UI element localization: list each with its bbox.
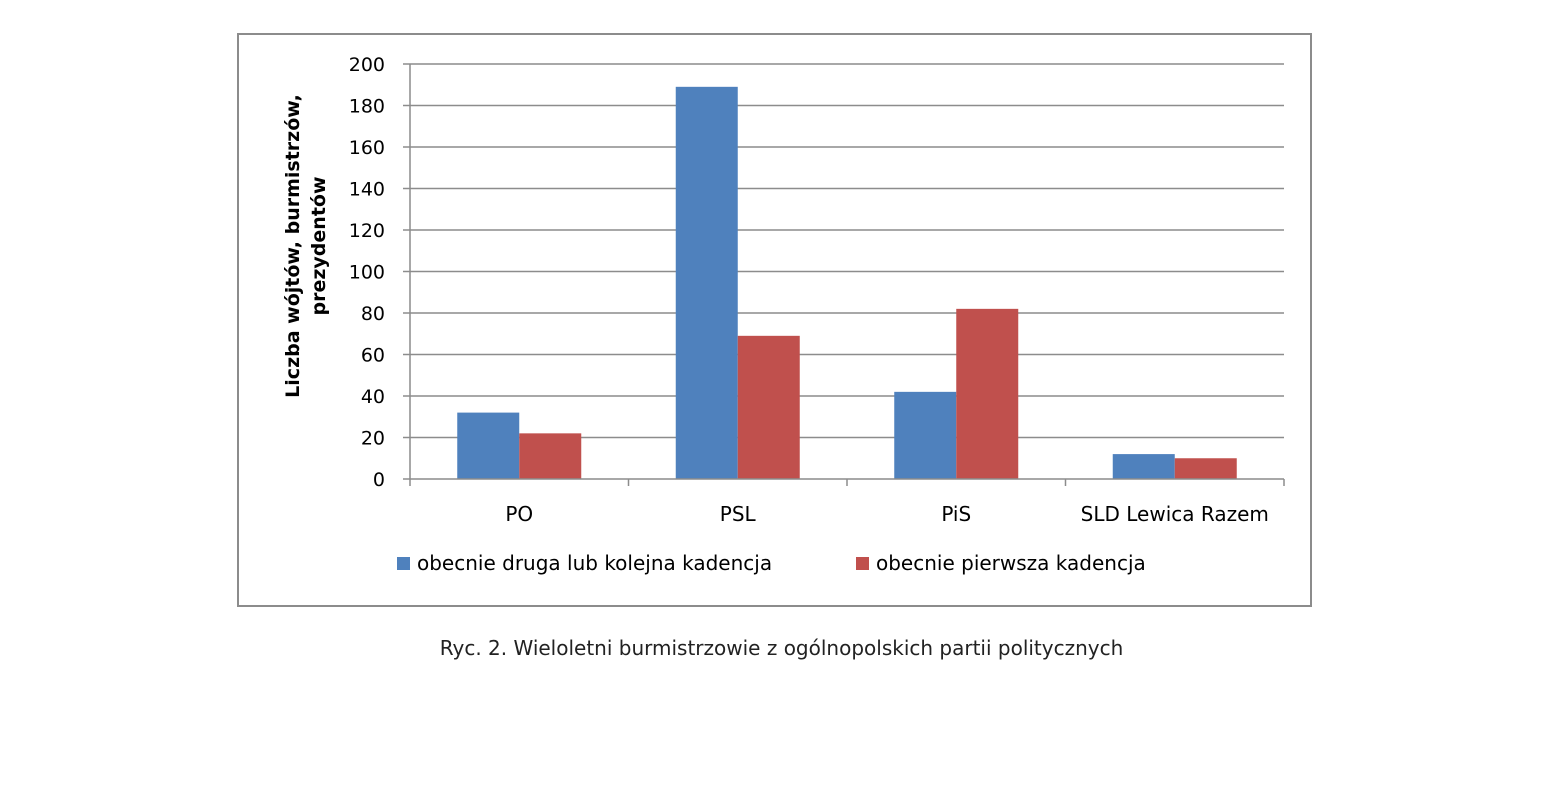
gridlines [410, 63, 1284, 439]
axes: 0 20 40 60 80 100 120 140 160 180 200 PO PSL PiS SLD L… [349, 54, 1285, 526]
y-tick-label: 200 [349, 54, 385, 76]
bar [519, 433, 582, 479]
x-tick-label: PiS [941, 502, 971, 526]
bar [1112, 454, 1175, 479]
y-tick-label: 180 [349, 96, 385, 118]
y-tick-label: 120 [349, 220, 385, 242]
y-tick-label: 100 [349, 262, 385, 284]
y-axis-label-line-2: prezydentów [308, 176, 330, 315]
y-tick-label: 80 [361, 303, 385, 325]
legend-label: obecnie pierwsza kadencja [876, 551, 1146, 575]
y-tick-label: 160 [349, 137, 385, 159]
y-axis-label: Liczba wójtów, burmistrzów, prezydentów [282, 94, 330, 398]
y-tick-label: 20 [361, 428, 385, 450]
y-tick-label: 140 [349, 179, 385, 201]
x-tick-label: PO [505, 502, 533, 526]
bar [675, 86, 738, 479]
y-tick-label: 40 [361, 386, 385, 408]
y-tick-label: 0 [373, 469, 385, 491]
legend-swatch [856, 557, 869, 570]
y-tick-label: 60 [361, 345, 385, 367]
legend-label: obecnie druga lub kolejna kadencja [417, 551, 772, 575]
x-tick-label: PSL [720, 502, 757, 526]
bar [956, 308, 1019, 479]
bar-chart: 0 20 40 60 80 100 120 140 160 180 200 PO PSL PiS SLD L… [282, 54, 1285, 575]
bars [457, 86, 1237, 479]
figure-caption: Ryc. 2. Wieloletni burmistrzowie z ogóln… [439, 636, 1124, 660]
legend-swatch [397, 557, 410, 570]
y-axis-label-line-1: Liczba wójtów, burmistrzów, [282, 94, 304, 398]
bar [894, 391, 957, 479]
chart-frame: 0 20 40 60 80 100 120 140 160 180 200 PO PSL PiS SLD L… [237, 33, 1312, 607]
legend: obecnie druga lub kolejna kadencja obecni… [397, 551, 1146, 575]
bar [1174, 458, 1237, 479]
bar [457, 412, 520, 479]
bar [737, 335, 800, 479]
x-tick-label: SLD Lewica Razem [1081, 502, 1269, 526]
